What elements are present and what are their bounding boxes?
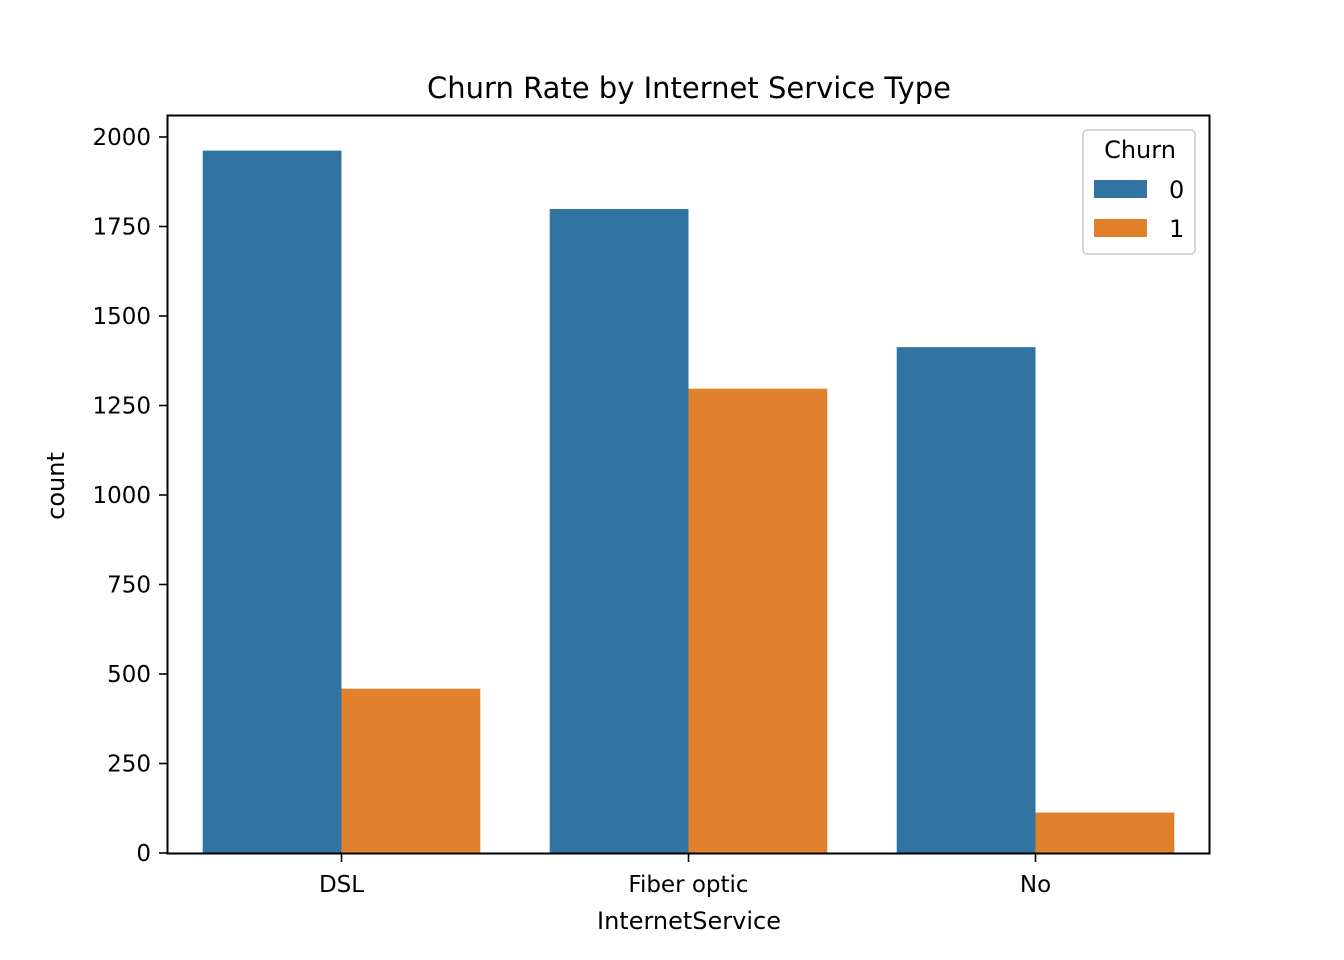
x-axis-label: InternetService	[597, 907, 781, 935]
y-tick-label-2000: 2000	[92, 125, 151, 151]
chart-title: Churn Rate by Internet Service Type	[427, 71, 951, 105]
legend-swatch-1	[1094, 219, 1147, 237]
y-tick-label-500: 500	[107, 662, 151, 688]
y-tick-label-1250: 1250	[92, 394, 151, 420]
y-axis: 0 250 500 750 1000 1250 1500 1750 2000	[92, 125, 168, 867]
legend-label-0: 0	[1169, 176, 1184, 204]
bar-dsl-churn-0	[202, 150, 342, 853]
x-tick-label-fiber-optic: Fiber optic	[628, 872, 748, 898]
y-tick-label-250: 250	[107, 752, 151, 778]
bar-dsl-churn-1	[341, 688, 481, 853]
bar-fiber-optic-churn-1	[688, 388, 828, 853]
legend-swatch-0	[1094, 180, 1147, 198]
y-tick-label-1500: 1500	[92, 304, 151, 330]
bar-no-churn-0	[896, 347, 1036, 853]
bar-fiber-optic-churn-0	[549, 208, 689, 853]
y-tick-label-1000: 1000	[92, 483, 151, 509]
legend-label-1: 1	[1169, 215, 1184, 243]
y-axis-label: count	[42, 452, 70, 520]
y-tick-label-1750: 1750	[92, 215, 151, 241]
bars-group	[202, 150, 1175, 853]
x-tick-label-dsl: DSL	[319, 872, 364, 898]
x-axis: DSL Fiber optic No	[319, 853, 1051, 898]
y-tick-label-750: 750	[107, 573, 151, 599]
x-tick-label-no: No	[1020, 872, 1051, 898]
legend-title: Churn	[1104, 136, 1176, 164]
legend: Churn 0 1	[1082, 129, 1196, 255]
y-tick-label-0: 0	[136, 841, 151, 867]
bar-no-churn-1	[1035, 812, 1175, 853]
